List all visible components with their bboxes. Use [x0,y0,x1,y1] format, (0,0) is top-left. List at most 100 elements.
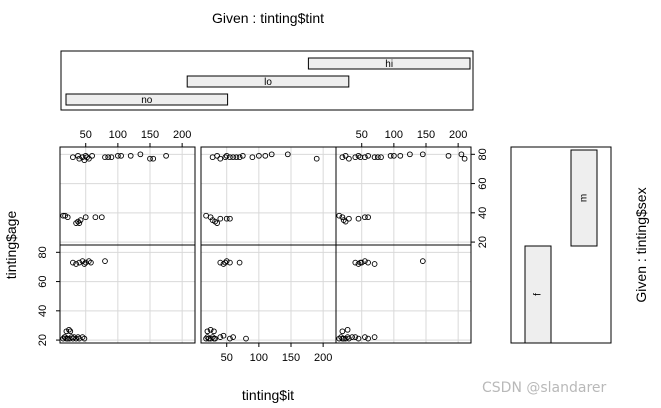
data-point [344,326,351,333]
x-axis-label: tinting$it [242,387,294,403]
data-point [346,155,352,162]
data-point [127,152,134,159]
data-point [339,328,346,335]
data-point [262,152,269,159]
data-point [102,154,108,161]
data-point [239,152,246,159]
data-point [150,155,157,162]
y-tick-label: 20 [477,236,489,248]
x-tick-label: 150 [417,129,435,141]
data-point [73,261,79,267]
data-point [214,152,220,159]
x-tick-label: 200 [314,352,332,364]
tint-level-bar [186,75,350,88]
y-tick-label: 60 [37,275,49,287]
panel-bg [201,147,336,245]
data-point [108,154,115,161]
data-point [387,152,394,159]
data-point [81,335,88,342]
data-point [163,152,169,159]
data-point [371,261,378,267]
sex-level-label: f [533,293,544,296]
data-point [236,154,243,161]
data-point [284,151,291,158]
data-point [76,259,83,266]
data-point [362,334,368,340]
data-point [223,258,230,264]
data-point [342,152,349,159]
data-point [362,154,368,161]
data-point [365,259,371,266]
given-top-label: Given : tinting$tint [212,10,324,26]
data-point [371,334,378,340]
data-point [342,218,349,225]
data-point [461,155,468,162]
panel-bg [60,147,195,245]
sex-level-label: m [579,194,590,202]
tint-level-bar [65,93,229,106]
y-tick-label: 60 [477,177,489,189]
data-point [137,151,144,158]
x-tick-label: 200 [449,129,467,141]
y-tick-label: 40 [37,305,49,317]
data-point [98,214,105,221]
panel-border [59,244,196,344]
panel-border [335,244,472,344]
data-point [79,258,86,264]
given-right-label: Given : tinting$sex [633,187,649,302]
data-point [397,152,404,159]
data-point [346,335,352,342]
data-point [89,152,95,159]
data-point [268,151,275,158]
data-point [365,214,371,221]
data-point [70,335,76,342]
data-point [76,220,83,226]
data-point [217,215,224,222]
x-tick-label: 150 [141,129,159,141]
data-point [223,152,230,159]
data-point [102,258,108,264]
data-point [256,152,262,159]
data-point [211,328,217,335]
x-tick-label: 50 [356,129,368,141]
data-point [358,259,365,266]
data-point [230,154,236,161]
data-point [204,328,211,335]
x-tick-label: 100 [385,129,403,141]
data-point [214,220,220,226]
data-point [70,259,76,266]
data-point [76,155,83,162]
data-point [339,214,346,221]
data-point [419,258,426,264]
data-point [220,332,227,339]
x-tick-label: 150 [282,352,300,364]
data-point [419,151,426,158]
data-point [336,212,343,219]
x-tick-label: 200 [173,129,191,141]
data-point [82,152,89,159]
data-point [371,154,378,161]
data-point [66,326,72,333]
data-point [249,154,256,161]
panel-bg [201,245,336,343]
x-tick-label: 100 [109,129,127,141]
data-point [77,217,84,223]
data-point [230,334,236,340]
data-point [236,259,243,266]
data-point [374,154,381,161]
x-tick-label: 100 [250,352,268,364]
y-tick-label: 80 [477,148,489,160]
data-point [233,154,240,161]
data-point [349,334,355,340]
data-point [355,215,362,222]
panel-bg [336,245,471,343]
data-point [217,334,224,340]
tint-level-label: hi [385,59,393,70]
y-tick-label: 40 [477,207,489,219]
data-point [147,155,153,162]
chart-layer: 50 100 150 200 50 100 150 200 50 100 150 200 20 40 60 8… [37,50,612,364]
data-point [362,258,368,264]
data-point [365,335,371,342]
x-tick-label: 50 [80,129,92,141]
tint-level-label: no [141,95,153,106]
